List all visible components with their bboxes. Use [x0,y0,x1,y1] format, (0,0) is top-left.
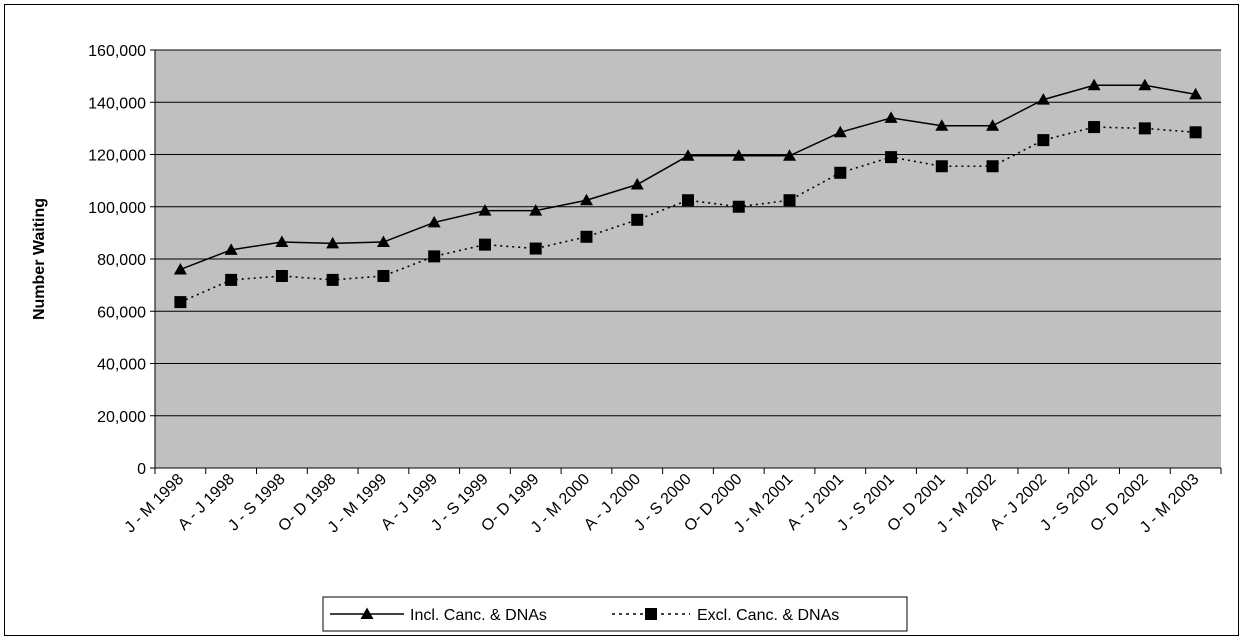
square-marker [986,160,999,173]
triangle-marker [630,178,644,190]
square-marker [645,608,657,620]
triangle-marker [360,607,374,619]
triangle-marker [833,125,847,138]
series-incl-canc-dnas [173,78,1203,275]
series-layer [173,78,1203,309]
triangle-marker [275,235,289,248]
square-marker [529,242,542,255]
triangle-marker [1087,78,1101,91]
square-marker [1088,121,1101,134]
legend-entry: Excl. Canc. & DNAs [612,607,839,624]
series-excl-canc-dnas [174,121,1202,309]
square-marker [732,200,745,213]
square-marker [834,166,847,179]
triangle-marker [224,243,238,255]
square-marker [580,230,593,243]
square-marker [682,194,694,207]
square-marker [1138,122,1151,135]
triangle-marker [173,262,187,275]
legend: Incl. Canc. & DNAs Excl. Canc. & DNAs [322,596,908,632]
y-tick-label: 120,000 [88,148,146,165]
square-marker [478,238,491,251]
triangle-marker [529,204,543,216]
y-axis-title: Number Waiting [31,198,48,320]
square-marker [631,213,644,226]
square-marker [1189,126,1202,139]
y-tick-label: 140,000 [88,95,146,112]
square-marker [377,269,390,282]
square-marker [1037,134,1050,147]
square-marker [428,250,441,263]
square-marker [326,273,339,286]
y-tick-label: 100,000 [88,200,146,217]
square-marker [783,194,796,207]
legend-entry: Incl. Canc. & DNAs [330,607,547,624]
y-axis-ticks: 0 20,000 40,000 60,000 80,000 100,000 120,000 1… [88,43,155,478]
y-tick-label: 0 [137,461,146,478]
triangle-marker [376,235,390,248]
y-tick-label: 40,000 [97,357,146,374]
square-marker [225,273,238,286]
triangle-marker [732,149,746,161]
triangle-marker [1036,93,1050,105]
triangle-marker [884,111,898,123]
square-marker [885,151,898,164]
triangle-marker [783,149,797,161]
triangle-marker [326,236,340,249]
x-tick-label: J - M 1998 [122,471,188,537]
series-line [180,126,1196,303]
y-tick-label: 60,000 [97,304,146,321]
square-marker [275,269,288,282]
y-tick-label: 20,000 [97,409,146,426]
triangle-marker [935,119,949,131]
square-marker [174,296,187,309]
legend-label: Excl. Canc. & DNAs [697,607,839,624]
triangle-marker [681,149,695,161]
triangle-marker [986,119,1000,131]
triangle-marker [1189,87,1203,100]
y-tick-label: 160,000 [88,43,146,60]
legend-label: Incl. Canc. & DNAs [410,607,547,624]
triangle-marker [1138,78,1152,91]
square-marker [935,160,948,173]
triangle-marker [427,215,441,228]
triangle-marker [579,193,593,206]
triangle-marker [478,204,492,216]
y-tick-label: 80,000 [97,252,146,269]
